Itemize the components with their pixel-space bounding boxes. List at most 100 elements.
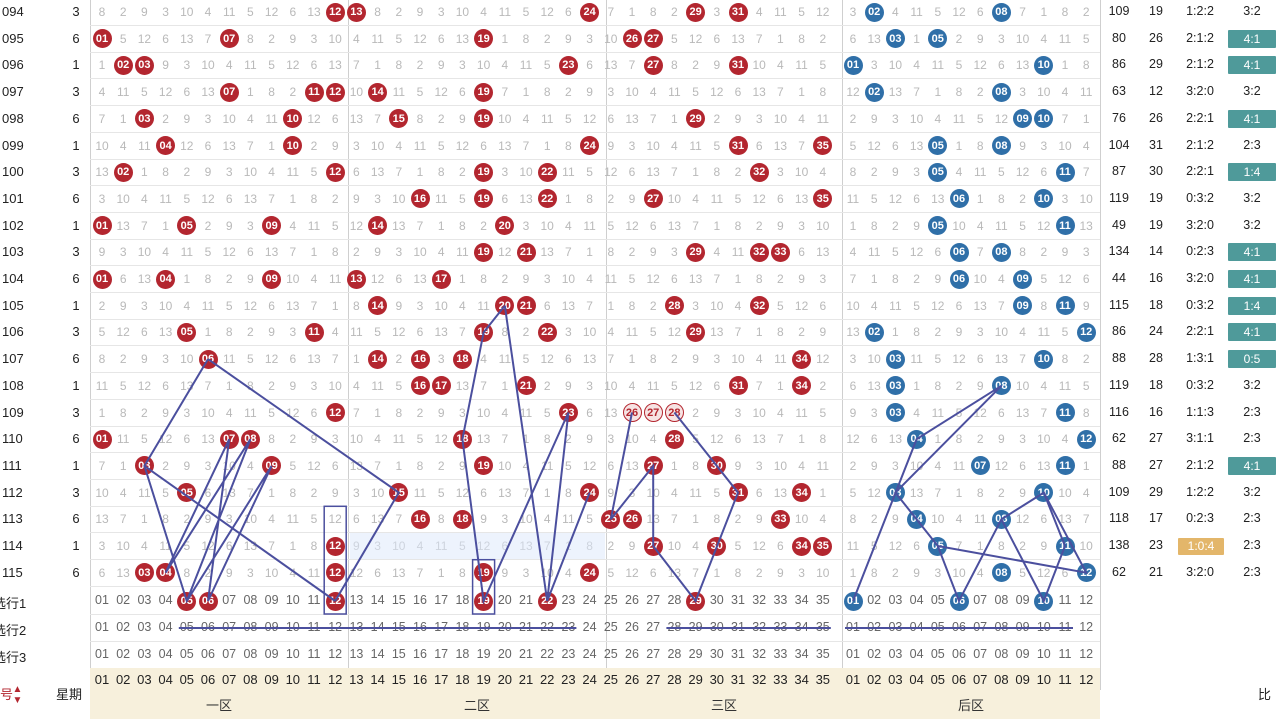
- selection-number[interactable]: 15: [391, 593, 406, 607]
- selection-number[interactable]: 26: [625, 593, 639, 607]
- selection-number[interactable]: 04: [158, 593, 173, 607]
- selection-number[interactable]: 27: [646, 647, 661, 661]
- selection-number[interactable]: 05: [930, 647, 945, 661]
- selection-number[interactable]: 01: [846, 647, 860, 661]
- selection-number[interactable]: 03: [888, 620, 903, 634]
- selection-number[interactable]: 11: [1058, 620, 1072, 634]
- selection-number[interactable]: 15: [391, 620, 406, 634]
- issue-number[interactable]: 099: [2, 137, 24, 153]
- selection-number[interactable]: 12: [328, 647, 343, 661]
- selection-number[interactable]: 10: [1036, 620, 1051, 634]
- selection-number[interactable]: 16: [413, 593, 427, 607]
- selection-number[interactable]: 33: [773, 620, 788, 634]
- selection-number[interactable]: 01: [95, 647, 109, 661]
- selected-front-ball[interactable]: 19: [474, 591, 494, 611]
- selection-number[interactable]: 03: [888, 593, 903, 607]
- issue-number[interactable]: 111: [2, 457, 22, 473]
- selection-number[interactable]: 07: [973, 647, 988, 661]
- selection-number[interactable]: 04: [909, 647, 924, 661]
- issue-number[interactable]: 115: [2, 564, 23, 580]
- selection-number[interactable]: 16: [413, 620, 427, 634]
- selection-number[interactable]: 09: [264, 620, 279, 634]
- selected-back-ball[interactable]: 06: [949, 591, 969, 611]
- selection-number[interactable]: 32: [752, 647, 767, 661]
- selection-number[interactable]: 11: [1058, 647, 1072, 661]
- selection-number[interactable]: 03: [137, 593, 152, 607]
- issue-header[interactable]: 号: [0, 687, 14, 702]
- issue-number[interactable]: 100: [2, 164, 24, 180]
- selection-number[interactable]: 13: [349, 620, 364, 634]
- issue-number[interactable]: 094: [2, 4, 24, 19]
- selection-number[interactable]: 18: [455, 593, 470, 607]
- selection-number[interactable]: 34: [794, 620, 809, 634]
- selection-number[interactable]: 08: [994, 593, 1009, 607]
- selection-number[interactable]: 08: [994, 647, 1009, 661]
- selection-number[interactable]: 09: [1015, 647, 1030, 661]
- selected-back-ball[interactable]: 01: [843, 591, 863, 611]
- selection-number[interactable]: 17: [434, 593, 449, 607]
- selection-number[interactable]: 07: [973, 593, 988, 607]
- selection-number[interactable]: 03: [888, 647, 903, 661]
- selection-number[interactable]: 08: [994, 620, 1009, 634]
- selection-number[interactable]: 18: [455, 647, 470, 661]
- selection-number[interactable]: 18: [455, 620, 470, 634]
- selection-number[interactable]: 02: [116, 593, 131, 607]
- selection-number[interactable]: 09: [1015, 593, 1030, 607]
- selection-number[interactable]: 20: [497, 647, 512, 661]
- selection-number[interactable]: 31: [731, 647, 745, 661]
- selection-number[interactable]: 34: [794, 647, 809, 661]
- selection-number[interactable]: 10: [1036, 647, 1051, 661]
- selection-number[interactable]: 33: [773, 593, 788, 607]
- selection-number[interactable]: 11: [307, 647, 321, 661]
- selection-number[interactable]: 28: [667, 647, 682, 661]
- selection-number[interactable]: 13: [349, 647, 364, 661]
- selection-number[interactable]: 13: [349, 593, 364, 607]
- selection-number[interactable]: 01: [95, 593, 109, 607]
- selection-number[interactable]: 32: [752, 593, 767, 607]
- selection-number[interactable]: 17: [434, 620, 449, 634]
- selection-number[interactable]: 09: [264, 647, 279, 661]
- selection-number[interactable]: 05: [930, 620, 945, 634]
- sort-icon[interactable]: ▲▼: [12, 684, 23, 706]
- selection-number[interactable]: 07: [973, 620, 988, 634]
- selection-number[interactable]: 15: [391, 647, 406, 661]
- selection-number[interactable]: 33: [773, 647, 788, 661]
- issue-number[interactable]: 098: [2, 110, 24, 126]
- selection-number[interactable]: 01: [846, 620, 860, 634]
- issue-number[interactable]: 097: [2, 84, 24, 100]
- issue-number[interactable]: 108: [2, 377, 24, 393]
- selection-number[interactable]: 04: [909, 620, 924, 634]
- selection-number[interactable]: 34: [794, 593, 809, 607]
- selection-number[interactable]: 09: [1015, 620, 1030, 634]
- selection-number[interactable]: 02: [867, 620, 882, 634]
- selection-number[interactable]: 31: [731, 593, 745, 607]
- selection-number[interactable]: 29: [688, 647, 703, 661]
- selection-number[interactable]: 10: [285, 593, 300, 607]
- selected-front-ball[interactable]: 05: [177, 591, 197, 611]
- selection-number[interactable]: 08: [243, 647, 258, 661]
- selection-number[interactable]: 10: [285, 620, 300, 634]
- selection-number[interactable]: 03: [137, 620, 152, 634]
- selection-number[interactable]: 25: [603, 593, 618, 607]
- selection-number[interactable]: 19: [476, 647, 491, 661]
- selection-number[interactable]: 23: [561, 647, 576, 661]
- selected-back-ball[interactable]: 10: [1034, 591, 1054, 611]
- issue-number[interactable]: 105: [2, 297, 24, 313]
- issue-number[interactable]: 112: [2, 484, 23, 500]
- selection-number[interactable]: 32: [752, 620, 767, 634]
- selected-front-ball[interactable]: 12: [325, 591, 345, 611]
- issue-number[interactable]: 101: [2, 190, 24, 206]
- selected-front-ball[interactable]: 06: [198, 591, 218, 611]
- selection-number[interactable]: 11: [307, 620, 321, 634]
- selection-number[interactable]: 06: [201, 620, 215, 634]
- selected-front-ball[interactable]: 22: [537, 591, 557, 611]
- issue-number[interactable]: 103: [2, 244, 24, 260]
- selection-number[interactable]: 05: [930, 593, 945, 607]
- selection-number[interactable]: 07: [222, 647, 237, 661]
- selection-number[interactable]: 14: [370, 620, 385, 634]
- selection-number[interactable]: 23: [561, 593, 576, 607]
- selection-number[interactable]: 14: [370, 647, 385, 661]
- selection-number[interactable]: 09: [264, 593, 279, 607]
- issue-number[interactable]: 113: [2, 511, 23, 527]
- selection-number[interactable]: 10: [285, 647, 300, 661]
